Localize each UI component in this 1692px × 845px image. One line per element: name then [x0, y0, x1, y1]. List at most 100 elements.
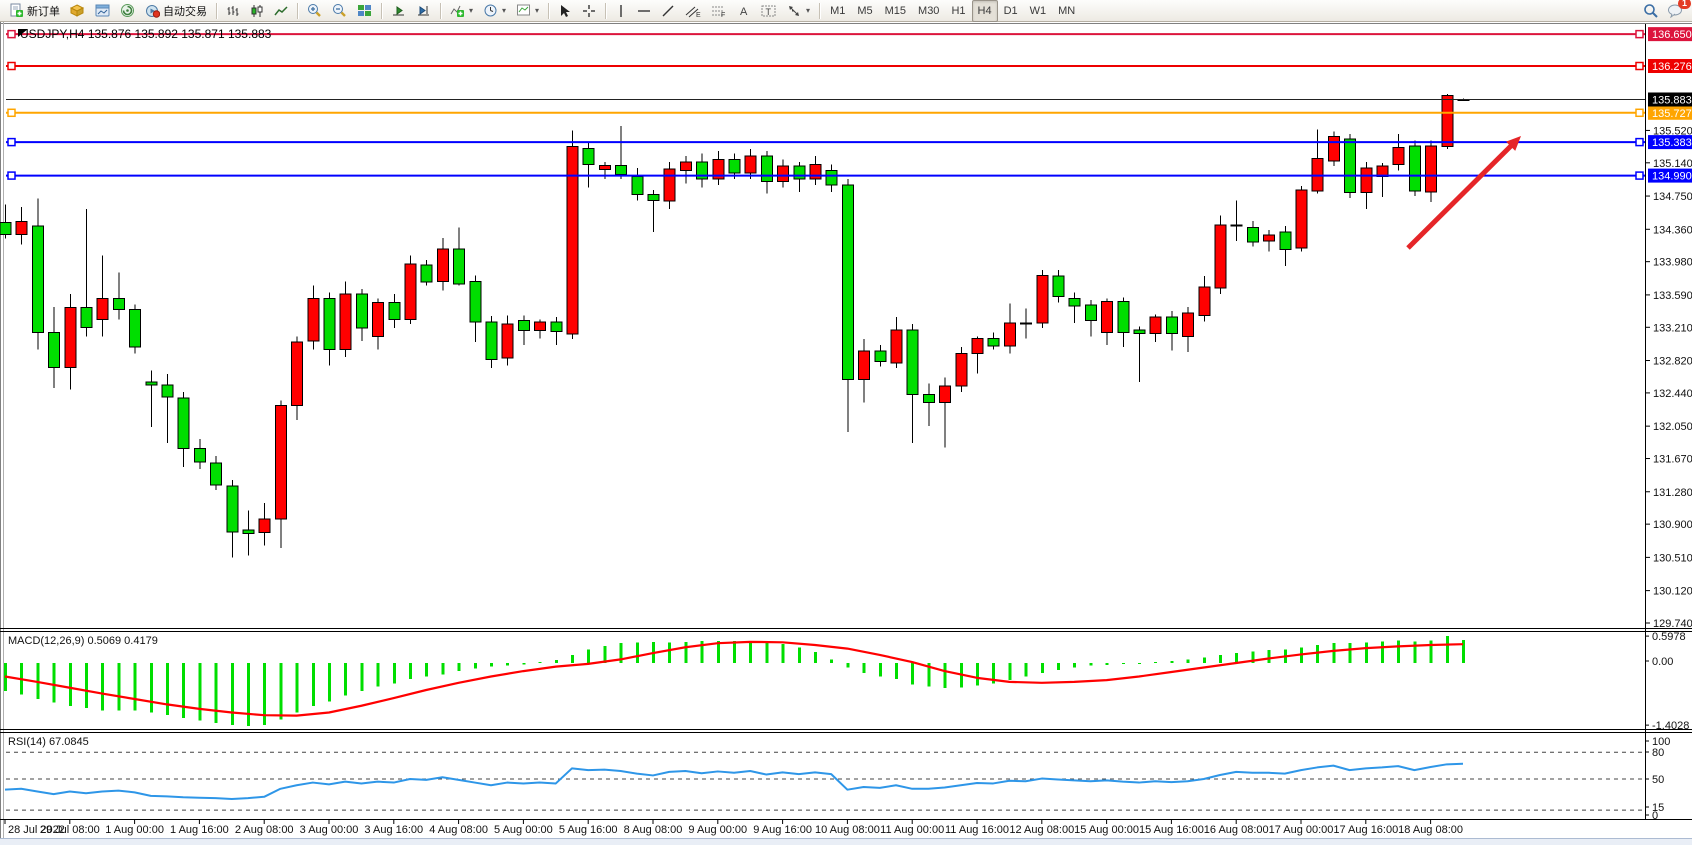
auto-scroll-icon	[391, 3, 406, 18]
ohlc-values: 135.876 135.892 135.871 135.883	[87, 27, 272, 41]
timeframe-button-m1[interactable]: M1	[830, 4, 846, 17]
candlestick-mode-button[interactable]	[245, 0, 269, 22]
svg-text:132.440: 132.440	[1653, 388, 1692, 400]
community-button[interactable]	[115, 0, 140, 22]
new-order-label: 新订单	[27, 5, 60, 18]
macd-signal-line	[4, 640, 1464, 717]
trendline-tool-button[interactable]	[656, 0, 680, 22]
svg-text:17 Aug 00:00: 17 Aug 00:00	[1269, 824, 1334, 836]
svg-text:0.5978: 0.5978	[1652, 631, 1686, 643]
svg-text:F: F	[721, 12, 725, 18]
svg-text:136.650: 136.650	[1652, 29, 1692, 41]
fibonacci-icon: F	[711, 4, 727, 19]
timeframe-button-m30[interactable]: M30	[918, 4, 940, 17]
market-watch-button[interactable]	[65, 0, 90, 22]
channel-tool-button[interactable]: E	[680, 0, 706, 22]
svg-text:29 Jul 08:00: 29 Jul 08:00	[40, 824, 100, 836]
toolbar-separator	[440, 2, 441, 19]
svg-text:133.980: 133.980	[1653, 257, 1692, 269]
svg-text:132.050: 132.050	[1653, 421, 1692, 433]
fibonacci-tool-button[interactable]: F	[706, 0, 732, 22]
terminal-window-button[interactable]	[90, 0, 115, 22]
tile-windows-button[interactable]	[352, 0, 377, 22]
svg-text:131.280: 131.280	[1653, 487, 1692, 499]
svg-text:8 Aug 08:00: 8 Aug 08:00	[624, 824, 683, 836]
cursor-tool-button[interactable]	[553, 0, 577, 22]
community-icon	[120, 3, 135, 18]
timeframe-button-m15[interactable]: M15	[884, 4, 907, 17]
svg-text:5 Aug 16:00: 5 Aug 16:00	[559, 824, 618, 836]
svg-text:0: 0	[1652, 810, 1658, 822]
rsi-indicator-label: RSI(14) 67.0845	[8, 736, 89, 748]
svg-text:12 Aug 08:00: 12 Aug 08:00	[1009, 824, 1074, 836]
bar-chart-mode-button[interactable]	[221, 0, 245, 22]
svg-text:5 Aug 00:00: 5 Aug 00:00	[494, 824, 553, 836]
templates-button[interactable]: ▾	[511, 0, 544, 22]
text-label-tool-button[interactable]: T	[756, 0, 782, 22]
svg-text:11 Aug 16:00: 11 Aug 16:00	[945, 824, 1009, 836]
text-tool-button[interactable]: A	[732, 0, 756, 22]
terminal-window-icon	[95, 3, 110, 18]
timeframe-button-mn[interactable]: MN	[1058, 4, 1076, 17]
timeframe-button-h4[interactable]: H4	[971, 0, 998, 22]
timeframe-button-w1[interactable]: W1	[1029, 4, 1047, 17]
timeframe-button-m5[interactable]: M5	[857, 4, 873, 17]
trend-arrow-annotation[interactable]	[1406, 136, 1521, 250]
indicators-icon	[450, 3, 465, 18]
svg-text:17 Aug 16:00: 17 Aug 16:00	[1333, 824, 1398, 836]
notifications-button[interactable]: 1	[1667, 0, 1691, 19]
svg-text:136.276: 136.276	[1652, 61, 1692, 73]
price-axis: 135.520 135.140 134.750 134.360 133.980 133.5…	[1645, 125, 1692, 822]
main-toolbar: 新订单 自动交易 ▾ ▾ ▾ E F A T ▾	[0, 0, 1692, 22]
chart-shift-icon	[416, 3, 431, 18]
svg-text:-1.4028: -1.4028	[1652, 720, 1689, 732]
zoom-in-icon	[307, 3, 322, 18]
vertical-line-icon	[615, 4, 627, 18]
clock-icon	[483, 3, 498, 18]
indicators-button[interactable]: ▾	[445, 0, 478, 22]
horizontal-line-134.990: 134.990	[6, 168, 1692, 183]
chevron-down-icon: ▾	[806, 6, 811, 15]
rsi-levels	[6, 751, 1645, 811]
toolbar-separator	[605, 2, 607, 19]
svg-text:133.210: 133.210	[1653, 322, 1692, 334]
timeframe-button-d1[interactable]: D1	[1003, 4, 1018, 17]
svg-text:16 Aug 08:00: 16 Aug 08:00	[1204, 824, 1269, 836]
chevron-down-icon: ▾	[502, 6, 507, 15]
auto-scroll-button[interactable]	[386, 0, 411, 22]
svg-text:T: T	[766, 7, 772, 17]
trendline-icon	[661, 4, 675, 18]
search-icon[interactable]	[1643, 3, 1659, 19]
svg-text:130.900: 130.900	[1653, 519, 1692, 531]
auto-trading-button[interactable]: 自动交易	[140, 0, 212, 22]
horizontal-line-tool-button[interactable]	[632, 0, 656, 22]
candlestick-chart-icon	[250, 4, 264, 18]
zoom-in-button[interactable]	[302, 0, 327, 22]
arrows-icon	[787, 4, 802, 18]
crosshair-tool-button[interactable]	[577, 0, 601, 22]
chart-frame	[0, 22, 1692, 845]
timeframe-button-h1[interactable]: H1	[951, 4, 966, 17]
chevron-down-icon: ▾	[535, 6, 540, 15]
svg-text:10 Aug 08:00: 10 Aug 08:00	[815, 824, 880, 836]
periods-button[interactable]: ▾	[478, 0, 511, 22]
tile-windows-icon	[357, 3, 372, 18]
vertical-line-tool-button[interactable]	[610, 0, 632, 22]
templates-icon	[516, 3, 531, 18]
chart-shift-button[interactable]	[411, 0, 436, 22]
chart-title: USDJPY,H4 135.876 135.892 135.871 135.88…	[20, 27, 271, 41]
arrows-tool-button[interactable]: ▾	[782, 0, 815, 22]
svg-text:100: 100	[1652, 736, 1670, 748]
line-chart-mode-button[interactable]	[269, 0, 293, 22]
svg-text:134.990: 134.990	[1652, 171, 1692, 183]
zoom-out-button[interactable]	[327, 0, 352, 22]
bid-price-line: 135.883	[6, 92, 1692, 107]
svg-text:18 Aug 08:00: 18 Aug 08:00	[1398, 824, 1463, 836]
new-order-button[interactable]: 新订单	[4, 0, 65, 22]
price-lines[interactable]: 136.650 136.276 135.727 135.383 134.990 135.8…	[6, 27, 1692, 183]
horizontal-line-136.650: 136.650	[6, 27, 1692, 42]
toolbar-separator	[819, 2, 821, 19]
svg-text:E: E	[696, 12, 701, 18]
svg-text:28 Jul 2022: 28 Jul 2022	[8, 824, 65, 836]
